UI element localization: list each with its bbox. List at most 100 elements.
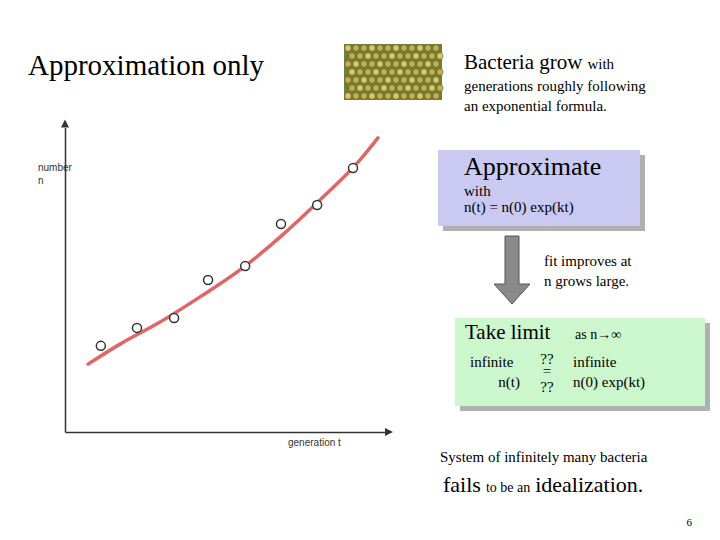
bacterium [421, 69, 427, 75]
bacterium [433, 61, 439, 67]
limit-box [455, 318, 705, 406]
bacterium [405, 53, 411, 59]
bacterium [357, 53, 363, 59]
bacterium [401, 61, 407, 67]
bacterium [345, 77, 351, 83]
bacterium [425, 61, 431, 67]
bacterium [401, 77, 407, 83]
data-point [349, 164, 358, 173]
bacterium [425, 93, 431, 99]
bacterium [381, 53, 387, 59]
x-axis [66, 432, 386, 433]
bacterium [417, 61, 423, 67]
bacterium [437, 69, 443, 75]
text: fails [443, 472, 481, 497]
data-point [241, 262, 250, 271]
bacterium [369, 93, 375, 99]
chart: numbern generation t [38, 120, 393, 449]
bacterium [369, 77, 375, 83]
bacterium [361, 45, 367, 51]
bacterium [377, 77, 383, 83]
arrow [494, 236, 530, 304]
axis-arrow [385, 428, 393, 436]
data-point [96, 341, 105, 350]
text: an exponential formula. [464, 98, 607, 114]
bacterium [421, 85, 427, 91]
bacterium [413, 69, 419, 75]
x-axis-title: generation t [288, 437, 341, 448]
text: to be an [486, 480, 530, 495]
bacterium [409, 93, 415, 99]
bacterium [429, 85, 435, 91]
image-background [344, 44, 442, 100]
slide: Approximation onlyBacteria growwithgener… [0, 0, 720, 540]
bacterium [433, 93, 439, 99]
bacterium [361, 93, 367, 99]
bacterium [433, 77, 439, 83]
data-point [133, 323, 142, 332]
bacterium [417, 93, 423, 99]
text: n(t) = n(0) exp(kt) [464, 199, 574, 216]
bacterium [429, 69, 435, 75]
bacterium [409, 45, 415, 51]
bacterium [393, 45, 399, 51]
bacterium [357, 85, 363, 91]
text: fit improves at [544, 253, 632, 269]
bacterium [365, 53, 371, 59]
curve [88, 138, 378, 364]
bacterium [377, 45, 383, 51]
text: 6 [687, 516, 693, 528]
bacterium [353, 77, 359, 83]
text: Take limit [465, 320, 551, 344]
bacterium [373, 53, 379, 59]
text: infinite [573, 354, 617, 370]
text: = [543, 363, 551, 379]
bacterium [393, 61, 399, 67]
text: infinite [470, 354, 514, 370]
bacterium [345, 45, 351, 51]
verdict: fails to be an idealization. [443, 472, 643, 497]
bacterium [425, 45, 431, 51]
axis-arrow [61, 120, 69, 128]
bacteria-image [344, 44, 443, 100]
bacterium [381, 69, 387, 75]
data-point [313, 200, 322, 209]
text: System of infinitely many bacteria [440, 449, 648, 465]
bacterium [433, 45, 439, 51]
text: generations roughly following [464, 78, 646, 94]
bacterium [365, 69, 371, 75]
bacterium [381, 85, 387, 91]
text: n grows large. [544, 273, 629, 289]
bacterium [429, 53, 435, 59]
bacterium [353, 61, 359, 67]
bacterium [373, 69, 379, 75]
text: n(t) [498, 374, 520, 391]
bacterium [397, 53, 403, 59]
bacterium [365, 85, 371, 91]
plot-area [88, 138, 378, 364]
text: Bacteria grow [464, 50, 583, 74]
bacterium [409, 61, 415, 67]
bacterium [437, 85, 443, 91]
text: with [587, 56, 614, 72]
bacterium [345, 61, 351, 67]
bacterium [413, 85, 419, 91]
text: as n→∞ [575, 327, 621, 342]
bacterium [349, 53, 355, 59]
bacterium [409, 77, 415, 83]
bacterium [389, 69, 395, 75]
text: n(0) exp(kt) [573, 374, 645, 391]
y-axis-title: numbern [38, 162, 73, 186]
bacterium [405, 69, 411, 75]
text: Approximate [464, 152, 601, 181]
bacterium [413, 53, 419, 59]
bacterium [401, 93, 407, 99]
bacterium [377, 61, 383, 67]
text: ?? [540, 379, 554, 395]
axis-line [66, 432, 386, 434]
bacterium [417, 45, 423, 51]
bacterium [361, 77, 367, 83]
bacterium [385, 93, 391, 99]
text: idealization. [535, 472, 643, 497]
bacterium [369, 61, 375, 67]
